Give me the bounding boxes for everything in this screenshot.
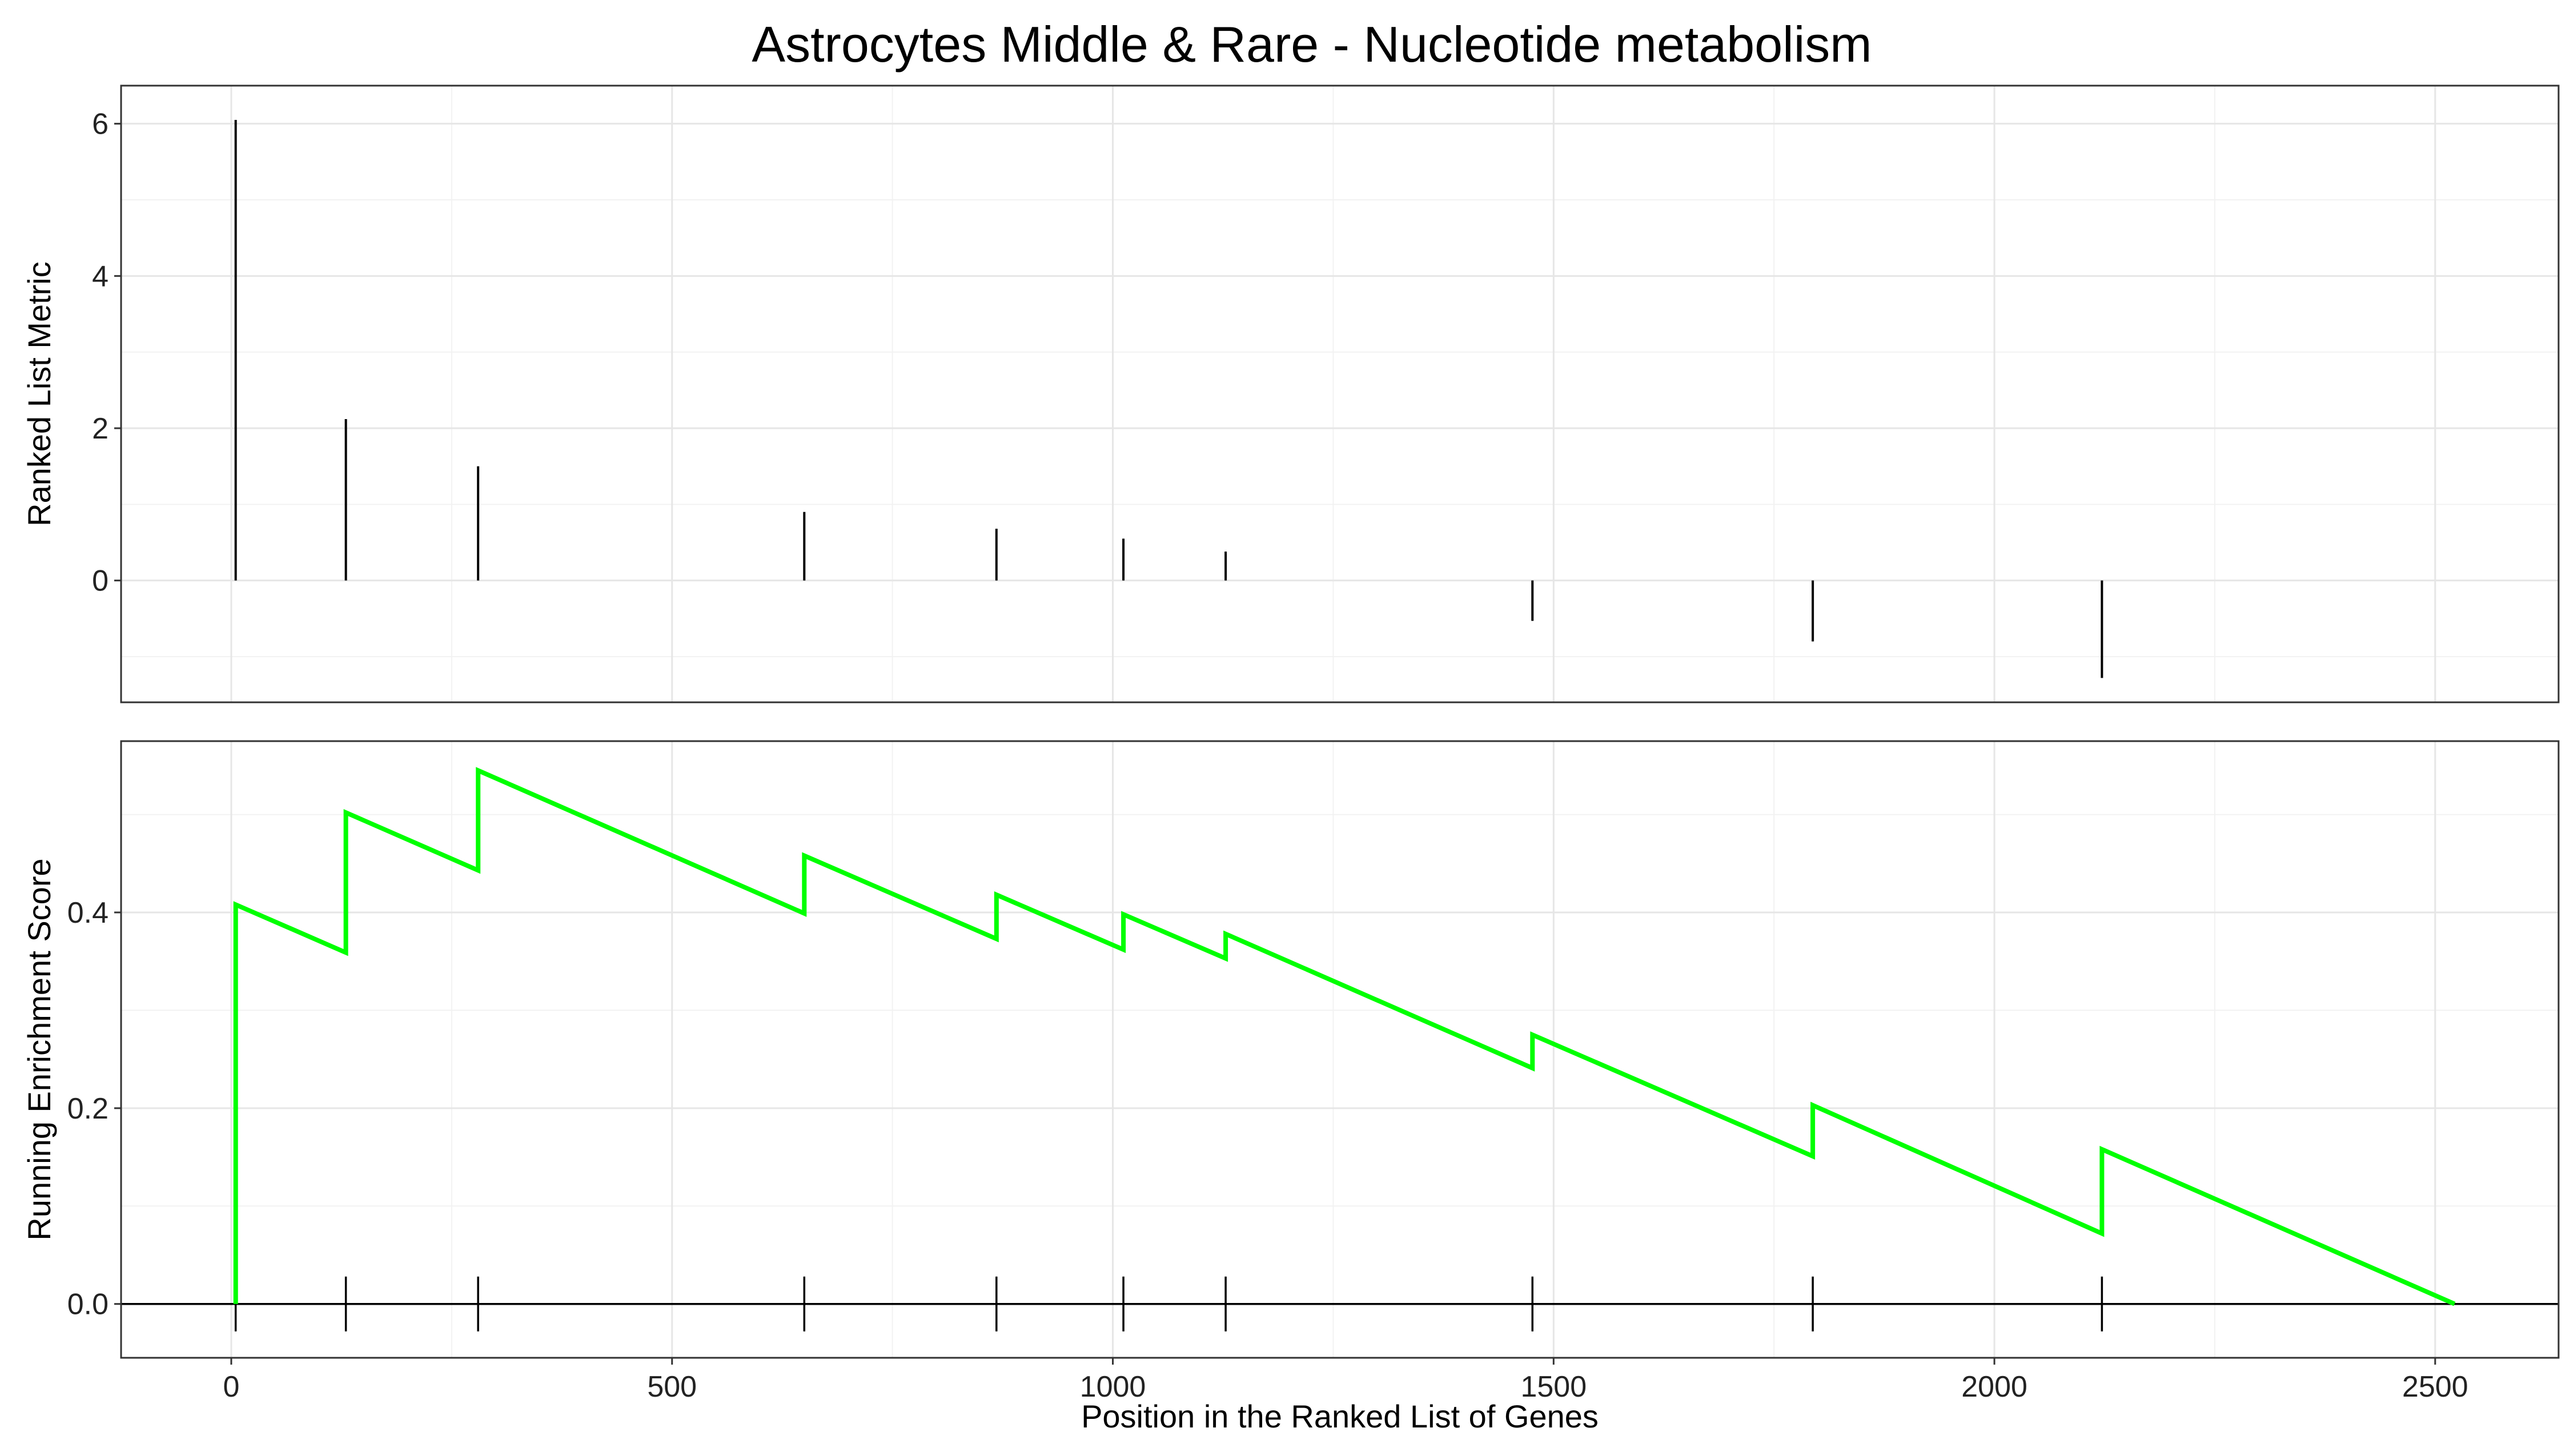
ranked-metric-bars — [234, 120, 2103, 678]
bottom-y-axis: 0.0 0.2 0.4 — [67, 896, 121, 1321]
y-tick-label: 4 — [92, 260, 109, 293]
chart-title: Astrocytes Middle & Rare - Nucleotide me… — [752, 16, 1872, 73]
top-panel: 0 2 4 6 Ranked List Metric — [21, 85, 2560, 703]
bottom-panel-background — [121, 741, 2559, 1358]
x-tick-label: 2000 — [1961, 1370, 2027, 1403]
top-panel-border — [120, 85, 2560, 703]
y-tick-label: 6 — [92, 108, 109, 141]
y-tick-label: 0.0 — [67, 1288, 109, 1321]
x-tick-label: 500 — [647, 1370, 697, 1403]
x-tick-label: 1000 — [1080, 1370, 1146, 1403]
top-panel-background — [121, 86, 2559, 702]
gene-hit-ticks — [234, 1276, 2103, 1332]
bottom-panel-border — [120, 740, 2560, 1359]
x-tick-label: 1500 — [1520, 1370, 1587, 1403]
x-tick-label: 0 — [223, 1370, 239, 1403]
top-y-axis: 0 2 4 6 — [92, 108, 121, 598]
x-axis: 0 500 1000 1500 2000 2500 — [223, 1358, 2468, 1403]
x-axis-title: Position in the Ranked List of Genes — [1081, 1398, 1599, 1434]
bottom-panel: 0.0 0.2 0.4 0 500 1000 1500 2000 2500 Running E… — [21, 740, 2560, 1434]
y-tick-label: 2 — [92, 412, 109, 445]
top-panel-grid — [121, 86, 2559, 702]
es-series-line — [233, 767, 2456, 1306]
top-y-axis-title: Ranked List Metric — [21, 262, 57, 526]
enrichment-score-line — [233, 767, 2456, 1306]
bottom-panel-grid — [121, 741, 2559, 1358]
y-tick-label: 0.4 — [67, 896, 109, 930]
y-tick-label: 0.2 — [67, 1092, 109, 1125]
x-tick-label: 2500 — [2402, 1370, 2468, 1403]
y-tick-label: 0 — [92, 565, 109, 598]
bottom-y-axis-title: Running Enrichment Score — [21, 858, 57, 1240]
